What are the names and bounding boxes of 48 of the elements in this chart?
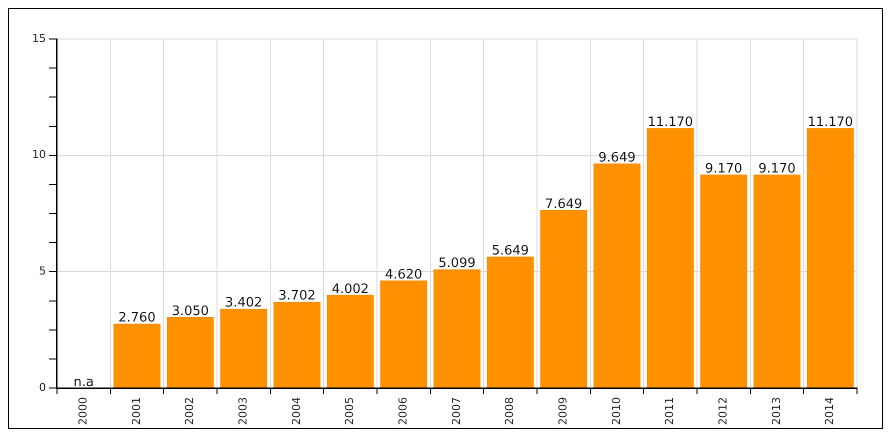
data-label: 5.099: [438, 256, 476, 272]
bar: [166, 317, 214, 388]
x-tick-label: 2012: [716, 397, 730, 426]
x-tick-label: 2011: [663, 397, 676, 426]
x-tick-label: 2010: [610, 397, 623, 426]
data-label: 3.050: [172, 304, 209, 319]
x-tick-label: 2003: [236, 397, 250, 426]
bar: [646, 128, 694, 388]
bar: [114, 324, 160, 388]
data-label: 3.402: [225, 296, 262, 311]
data-label: 5.649: [492, 243, 529, 258]
data-label: 11.170: [808, 114, 854, 130]
x-tick-label: 2002: [183, 397, 196, 426]
x-tick-label: 2004: [290, 397, 303, 426]
x-tick-label: 2013: [770, 397, 783, 426]
data-label: 4.620: [385, 267, 422, 282]
bar: [434, 269, 480, 388]
data-label: 9.170: [705, 162, 742, 177]
x-tick-label: 2000: [76, 397, 90, 426]
bar: [380, 280, 428, 388]
data-label: 3.702: [278, 288, 316, 304]
x-tick-label: 2005: [343, 397, 356, 426]
bar: [540, 210, 588, 388]
bar: [594, 164, 640, 388]
x-tick-label: 2006: [396, 397, 410, 426]
bar: [326, 294, 374, 388]
text: n.a: [73, 374, 94, 390]
x-tick-label: 2008: [503, 397, 516, 426]
bar: [754, 174, 800, 388]
y-tick-label: 5: [38, 264, 46, 278]
x-tick-label: 2001: [130, 397, 143, 426]
x-tick-label: 2007: [450, 397, 463, 426]
data-label: 9.170: [758, 162, 796, 177]
y-tick-label: 15: [32, 32, 46, 45]
data-label: 7.649: [545, 196, 582, 212]
bar: [700, 174, 748, 388]
bar: [274, 302, 320, 388]
bar: [220, 308, 268, 388]
data-label: 2.760: [118, 310, 156, 326]
y-tick-label: 10: [32, 148, 46, 162]
y-tick-label: 0: [38, 380, 46, 394]
bar: [806, 128, 854, 388]
data-label: 4.002: [332, 282, 369, 297]
bar: [486, 256, 534, 388]
x-tick-label: 2014: [823, 397, 836, 426]
data-label: 11.170: [648, 114, 694, 130]
x-tick-label: 2009: [556, 397, 570, 426]
data-label: 9.649: [598, 150, 636, 166]
